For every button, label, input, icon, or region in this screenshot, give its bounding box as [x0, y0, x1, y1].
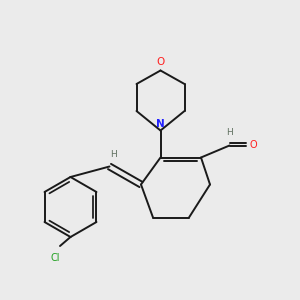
Text: Cl: Cl	[51, 253, 60, 263]
Text: H: H	[110, 150, 116, 159]
Text: O: O	[156, 57, 165, 67]
Text: O: O	[250, 140, 257, 151]
Text: N: N	[156, 119, 165, 129]
Text: H: H	[226, 128, 233, 137]
